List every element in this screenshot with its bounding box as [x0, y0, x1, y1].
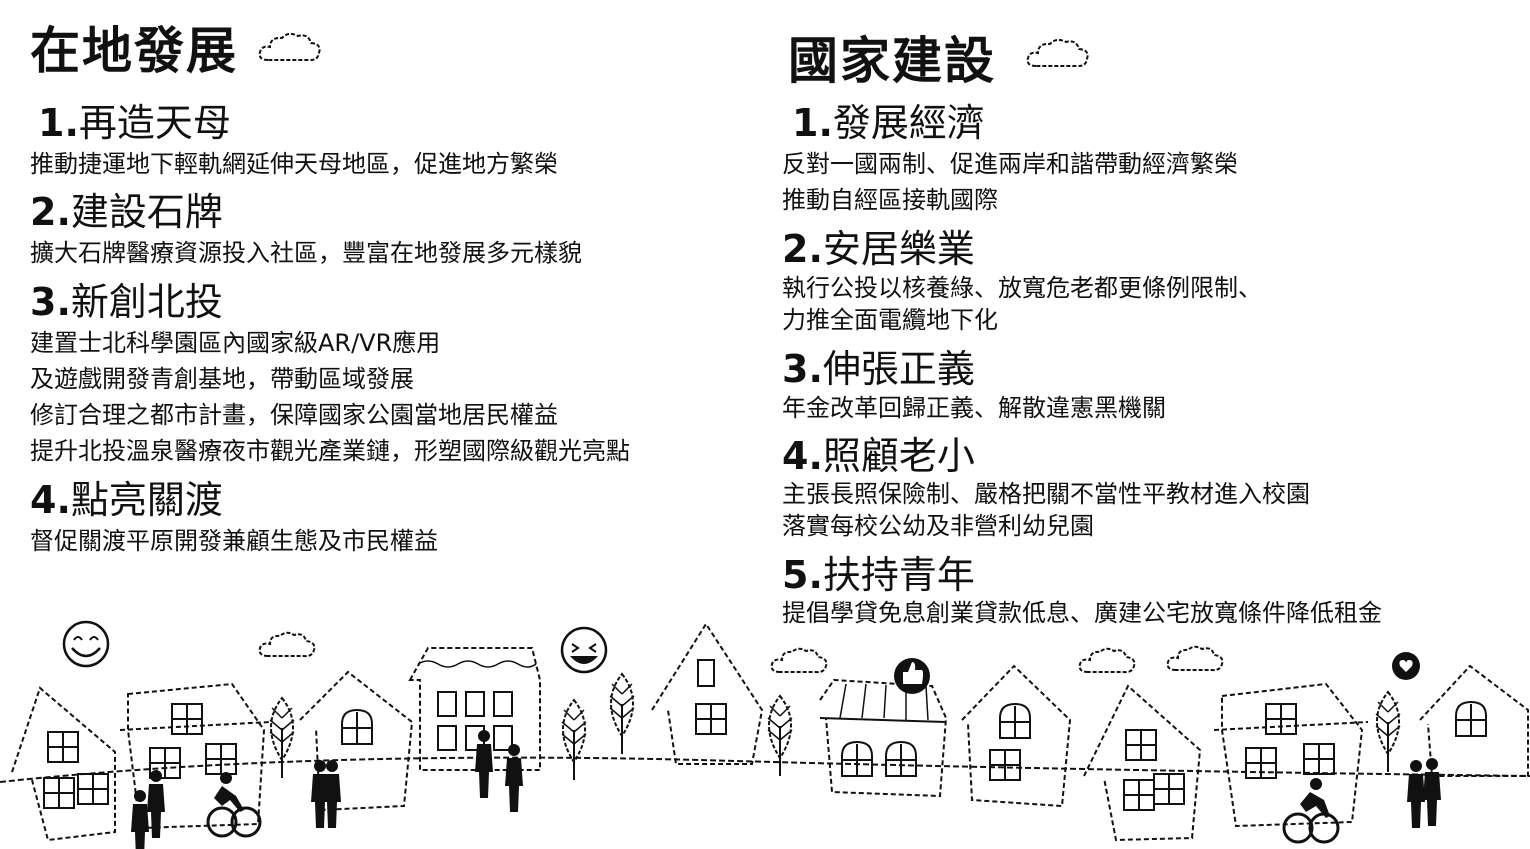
thumbs-up-icon	[894, 658, 930, 694]
item-text: 及遊戲開發青創基地，帶動區域發展	[30, 365, 414, 393]
house-icon	[1213, 682, 1369, 828]
item-title: 點亮關渡	[70, 478, 223, 522]
item-num: 1.	[792, 101, 833, 145]
cyclist-icon	[206, 772, 262, 838]
item-num: 3.	[30, 280, 71, 324]
item-title: 發展經濟	[832, 101, 985, 145]
item-text: 年金改革回歸正義、解散違憲黑機關	[782, 394, 1166, 422]
cloud-icon	[770, 647, 828, 674]
item-text: 修訂合理之都市計畫，保障國家公園當地居民權益	[30, 401, 558, 429]
item-title: 安居樂業	[822, 227, 975, 271]
item-num: 5.	[782, 553, 823, 597]
pedestrian-icon	[505, 744, 523, 812]
house-icon	[651, 622, 764, 765]
section-title-national: 國家建設	[788, 31, 996, 90]
item-text: 力推全面電纜地下化	[782, 306, 998, 334]
pedestrian-icon	[131, 790, 149, 849]
pedestrian-icon	[1423, 758, 1441, 826]
item-title: 扶持青年	[822, 553, 975, 597]
item-text: 推動自經區接軌國際	[782, 186, 998, 214]
item-head-1: 1.發展經濟	[792, 104, 985, 142]
item-head-4: 4.照顧老小	[782, 437, 975, 475]
item-num: 2.	[30, 190, 71, 234]
house-icon	[819, 678, 948, 798]
item-head-3: 3.伸張正義	[782, 350, 975, 388]
item-head-2: 2.建設石牌	[30, 193, 223, 231]
item-title: 伸張正義	[822, 347, 975, 391]
item-text: 建置士北科學園區內國家級AR/VR應用	[30, 329, 441, 357]
house-icon	[1419, 664, 1529, 777]
tree-icon	[767, 695, 793, 777]
cloud-icon	[1166, 645, 1224, 672]
item-num: 1.	[38, 101, 79, 145]
tree-icon	[269, 697, 295, 779]
item-text: 反對一國兩制、促進兩岸和諧帶動經濟繁榮	[782, 150, 1238, 178]
cyclist-icon	[1282, 778, 1340, 844]
item-text: 主張長照保險制、嚴格把關不當性平教材進入校園	[782, 480, 1310, 508]
cloud-icon	[258, 32, 321, 62]
item-text: 落實每校公幼及非營利幼兒園	[782, 512, 1094, 540]
item-title: 建設石牌	[70, 190, 223, 234]
tree-icon	[1375, 691, 1401, 773]
item-text: 提升北投溫泉醫療夜市觀光產業鏈，形塑國際級觀光亮點	[30, 437, 630, 465]
town-illustration	[0, 620, 1530, 849]
ground-line	[0, 756, 1530, 783]
tree-icon	[609, 673, 635, 755]
house-icon	[119, 682, 271, 830]
item-head-4: 4.點亮關渡	[30, 481, 223, 519]
heart-icon	[1392, 652, 1420, 680]
item-head-3: 3.新創北投	[30, 283, 223, 321]
cloud-icon	[1078, 647, 1136, 674]
item-text: 執行公投以核養綠、放寬危老都更條例限制、	[782, 274, 1262, 302]
item-text: 擴大石牌醫療資源投入社區，豐富在地發展多元樣貌	[30, 239, 582, 267]
smile-face-icon	[62, 620, 110, 668]
item-num: 3.	[782, 347, 823, 391]
item-title: 新創北投	[70, 280, 223, 324]
item-head-1: 1.再造天母	[38, 104, 231, 142]
item-num: 2.	[782, 227, 823, 271]
item-title: 照顧老小	[822, 434, 975, 478]
cloud-icon	[1026, 38, 1089, 68]
item-num: 4.	[782, 434, 823, 478]
item-text: 督促關渡平原開發兼顧生態及市民權益	[30, 527, 438, 555]
item-text: 推動捷運地下輕軌網延伸天母地區，促進地方繁榮	[30, 150, 558, 178]
pedestrian-icon	[1407, 760, 1425, 828]
house-icon	[961, 664, 1072, 808]
cloud-icon	[258, 631, 316, 658]
house-icon	[408, 647, 541, 771]
laughing-face-icon	[560, 626, 608, 674]
item-title: 再造天母	[78, 101, 231, 145]
pedestrian-icon	[323, 760, 341, 828]
tree-icon	[561, 699, 587, 781]
item-num: 4.	[30, 478, 71, 522]
section-title-local: 在地發展	[30, 21, 238, 80]
item-text: 提倡學貸免息創業貸款低息、廣建公宅放寬條件降低租金	[782, 599, 1382, 627]
house-icon	[11, 686, 116, 842]
pedestrian-icon	[475, 730, 493, 798]
item-head-2: 2.安居樂業	[782, 230, 975, 268]
item-head-5: 5.扶持青年	[782, 556, 975, 594]
house-icon	[1083, 684, 1202, 842]
